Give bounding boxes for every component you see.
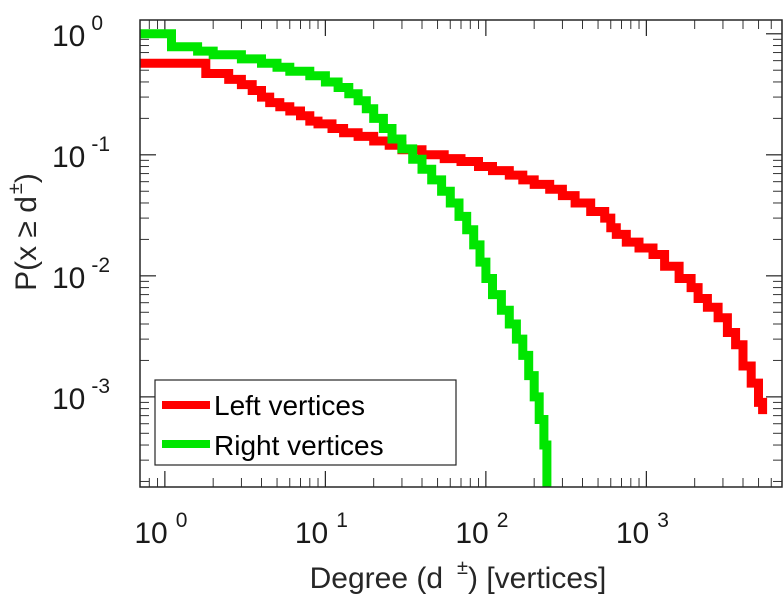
y-tick-label: 10 0 — [52, 12, 103, 53]
x-axis-label: Degree (d ±) [vertices] — [310, 557, 607, 595]
y-tick-label: 10 -3 — [52, 375, 110, 416]
x-tick-labels: 10 0 10 1 10 2 10 3 — [134, 509, 669, 550]
x-tick-label: 10 3 — [616, 509, 669, 550]
x-tick-label: 10 1 — [295, 509, 348, 550]
legend-label-left-vertices: Left vertices — [214, 390, 365, 421]
x-tick-label: 10 2 — [455, 509, 508, 550]
y-axis-label: P(x ≥ d±) — [5, 173, 43, 291]
series-line-left-vertices — [140, 58, 768, 415]
x-tick-label: 10 0 — [134, 509, 187, 550]
major-ticks — [140, 20, 782, 487]
series-layer — [140, 29, 768, 487]
legend: Left vertices Right vertices — [154, 379, 457, 466]
legend-box — [154, 379, 457, 466]
plot-frame — [139, 19, 783, 488]
y-tick-label: 10 -1 — [52, 133, 110, 174]
y-tick-label: 10 -2 — [52, 254, 110, 295]
legend-label-right-vertices: Right vertices — [214, 430, 384, 461]
series-line-right-vertices — [140, 29, 552, 487]
